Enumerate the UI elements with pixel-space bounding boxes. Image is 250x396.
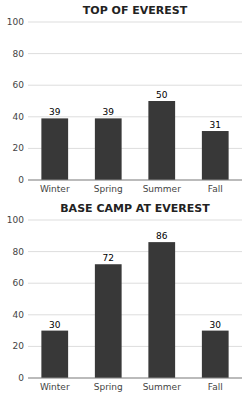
- bar: [41, 118, 68, 180]
- data-label: 31: [210, 120, 221, 130]
- x-tick-label: Summer: [143, 382, 181, 392]
- chart-root: TOP OF EVEREST 0 20 40 60 80 100 39 39 50 31 Winter…: [0, 0, 250, 396]
- x-tick-label: Winter: [40, 184, 70, 194]
- data-label: 86: [156, 231, 168, 241]
- grid-line: [28, 378, 242, 379]
- x-tick-label: Summer: [143, 184, 181, 194]
- bar: [95, 118, 122, 180]
- y-tick-label: 40: [13, 112, 25, 122]
- data-label: 72: [103, 253, 114, 263]
- data-label: 39: [103, 107, 115, 117]
- panel: TOP OF EVEREST 0 20 40 60 80 100 39 39 50 31 Winter…: [7, 4, 242, 194]
- y-tick-label: 20: [13, 341, 25, 351]
- y-tick-label: 40: [13, 310, 25, 320]
- panel: BASE CAMP AT EVEREST 0 20 40 60 80 100 30 72 86 30…: [7, 202, 242, 392]
- grid-line: [28, 314, 242, 315]
- grid-line: [28, 22, 242, 23]
- bar: [148, 242, 175, 378]
- grid-line: [28, 180, 242, 181]
- x-tick-label: Winter: [40, 382, 70, 392]
- grid-line: [28, 251, 242, 252]
- data-label: 39: [49, 107, 61, 117]
- chart-title: BASE CAMP AT EVEREST: [60, 202, 210, 215]
- bars: [41, 242, 228, 378]
- y-tick-label: 100: [7, 17, 24, 27]
- y-tick-label: 60: [13, 278, 25, 288]
- y-tick-label: 0: [18, 373, 24, 383]
- bars: [41, 101, 228, 180]
- x-axis-line: [28, 378, 242, 379]
- y-tick-label: 20: [13, 143, 25, 153]
- bar: [95, 264, 122, 378]
- x-tick-label: Spring: [94, 184, 123, 194]
- bar: [148, 101, 175, 180]
- grid-line: [28, 283, 242, 284]
- y-tick-label: 100: [7, 215, 24, 225]
- bar: [202, 331, 229, 378]
- y-tick-label: 80: [13, 49, 25, 59]
- bar: [41, 331, 68, 378]
- data-label: 30: [210, 320, 222, 330]
- grid-line: [28, 53, 242, 54]
- y-tick-label: 0: [18, 175, 24, 185]
- grid-line: [28, 220, 242, 221]
- data-label: 30: [49, 320, 61, 330]
- x-tick-label: Fall: [208, 382, 223, 392]
- x-axis-line: [28, 180, 242, 181]
- figure: TOP OF EVEREST 0 20 40 60 80 100 39 39 50 31 Winter…: [0, 0, 250, 396]
- bar: [202, 131, 229, 180]
- chart-title: TOP OF EVEREST: [83, 4, 188, 17]
- y-tick-label: 60: [13, 80, 25, 90]
- grid-line: [28, 85, 242, 86]
- y-tick-label: 80: [13, 247, 25, 257]
- data-label: 50: [156, 90, 168, 100]
- x-tick-label: Spring: [94, 382, 123, 392]
- x-tick-label: Fall: [208, 184, 223, 194]
